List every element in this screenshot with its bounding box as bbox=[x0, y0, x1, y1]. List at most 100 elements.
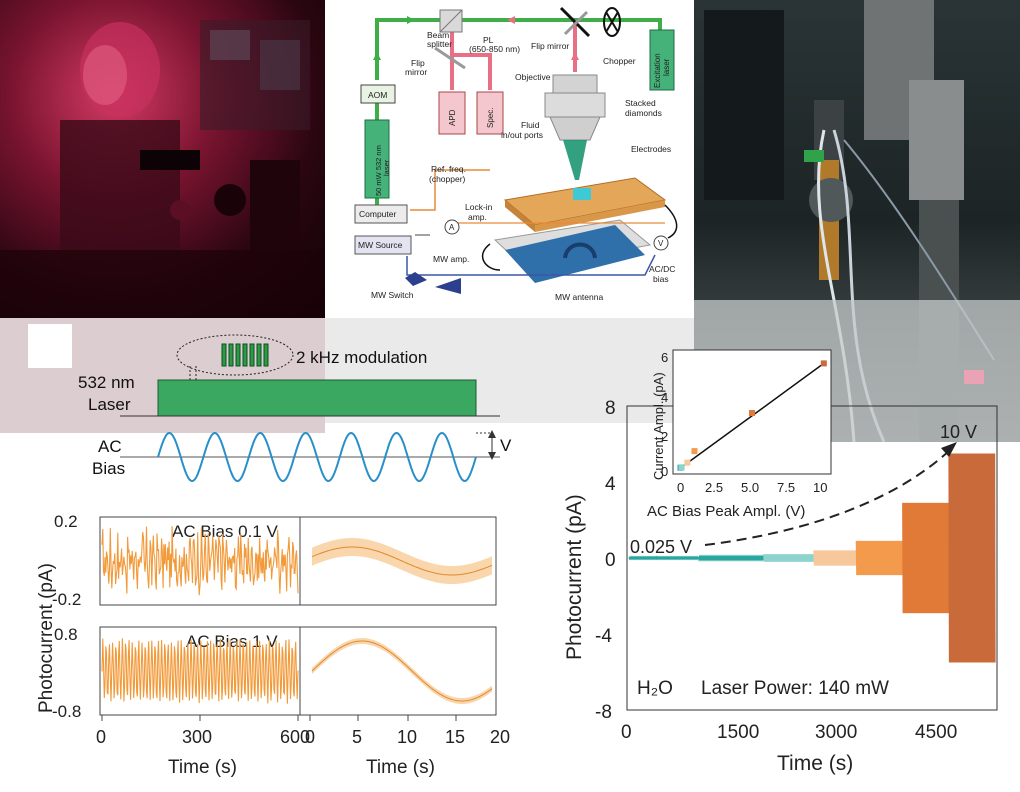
label-apd: APD bbox=[448, 109, 457, 126]
inset-ylabel: Current Ampl. (pA) bbox=[651, 372, 666, 480]
excitation-laser-box bbox=[649, 29, 675, 91]
label-mw-switch: MW Switch bbox=[371, 290, 414, 300]
right-xtick-3000: 3000 bbox=[815, 722, 857, 743]
left-photocurrent-plots: Photocurrent (pA) 0.2 -0.2 AC Bias 0.1 V… bbox=[36, 512, 510, 778]
label-flip-mirror-left: Flip mirror bbox=[405, 58, 427, 77]
laser-label-line2: Laser bbox=[88, 395, 131, 414]
right-ylabel: Photocurrent (pA) bbox=[563, 494, 586, 660]
computer-box bbox=[354, 204, 408, 224]
right-xlabel: Time (s) bbox=[777, 752, 853, 775]
solvent-label: H₂O bbox=[637, 678, 673, 699]
label-mw-source: MW Source bbox=[358, 240, 403, 250]
annotation-arrow bbox=[704, 449, 951, 546]
ac-label: AC bbox=[98, 437, 122, 456]
top-ytick-1: -0.2 bbox=[52, 590, 81, 609]
spec-box bbox=[476, 91, 504, 135]
top-right-frame bbox=[299, 516, 497, 606]
v-label: V bbox=[500, 436, 512, 455]
right-ytick-8: 8 bbox=[605, 398, 616, 419]
label-ref-freq: Ref. freq. (chopper) bbox=[429, 164, 466, 184]
right-ytick-m8: -8 bbox=[595, 702, 612, 723]
laser-50mw-box bbox=[364, 119, 390, 199]
top-avg-line bbox=[311, 546, 493, 576]
label-spec: Spec. bbox=[486, 108, 495, 128]
inset-point bbox=[820, 360, 827, 367]
chopper-icon bbox=[603, 7, 621, 37]
right-xtick-4500: 4500 bbox=[915, 722, 957, 743]
label-fluid-ports: Fluid in/out ports bbox=[501, 120, 543, 140]
inset-point bbox=[749, 410, 755, 416]
mw-antenna-plate bbox=[505, 225, 645, 283]
mw-switch-icon bbox=[405, 272, 427, 286]
bias-step-segments bbox=[628, 453, 996, 663]
inset-xtick-2p5: 2.5 bbox=[705, 480, 723, 495]
xtick-right-4: 20 bbox=[490, 727, 510, 747]
right-ytick-m4: -4 bbox=[595, 626, 612, 647]
label-stacked-diamonds: Stacked diamonds bbox=[625, 98, 662, 118]
apd-box bbox=[438, 91, 466, 135]
top-ytick-0: 0.2 bbox=[54, 512, 78, 531]
inset-point bbox=[678, 464, 685, 471]
bottom-ytick-1: -0.8 bbox=[52, 702, 81, 721]
label-computer: Computer bbox=[359, 209, 396, 219]
voltmeter bbox=[653, 235, 669, 251]
bottom-avg-band bbox=[312, 638, 492, 704]
label-electrodes: Electrodes bbox=[631, 144, 671, 154]
bias-segment bbox=[697, 554, 765, 562]
xlabel-right: Time (s) bbox=[366, 757, 435, 778]
lab-photo-operator bbox=[0, 0, 325, 318]
inset-xlabel: AC Bias Peak Ampl. (V) bbox=[647, 503, 805, 520]
label-flip-mirror-top: Flip mirror bbox=[531, 41, 569, 51]
label-chopper: Chopper bbox=[603, 56, 636, 66]
modulation-pulses bbox=[221, 343, 269, 367]
right-xtick-0: 0 bbox=[621, 722, 632, 743]
right-photocurrent-plot: Photocurrent (pA) 8 4 0 -4 -8 0 1500 300… bbox=[563, 349, 998, 775]
top-title: AC Bias 0.1 V bbox=[172, 522, 278, 541]
inset-xtick-5: 5.0 bbox=[741, 480, 759, 495]
right-ytick-4: 4 bbox=[605, 474, 616, 495]
label-aom: AOM bbox=[368, 90, 387, 100]
annotation-high-bias: 10 V bbox=[940, 422, 977, 442]
label-beam-splitter: Beam splitter bbox=[427, 30, 452, 49]
label-voltmeter: V bbox=[658, 239, 664, 248]
aom-box bbox=[360, 84, 396, 104]
xtick-left-1: 300 bbox=[182, 727, 212, 747]
mw-amp-icon bbox=[435, 278, 461, 294]
bias-segment bbox=[763, 554, 815, 562]
bias-segment bbox=[628, 555, 700, 561]
annotation-low-bias: 0.025 V bbox=[630, 537, 692, 557]
right-ytick-0: 0 bbox=[605, 550, 616, 571]
ac-bias-wave bbox=[157, 431, 477, 483]
experimental-schematic: Beam splitter PL (650-850 nm) Flip mirror … bbox=[354, 6, 678, 302]
label-mw-antenna: MW antenna bbox=[555, 292, 603, 302]
right-xtick-1500: 1500 bbox=[717, 722, 759, 743]
mw-source-box bbox=[354, 235, 412, 255]
label-mw-amp: MW amp. bbox=[433, 254, 469, 264]
bottom-time-trace bbox=[101, 638, 299, 704]
modulation-label: 2 kHz modulation bbox=[296, 348, 427, 367]
xlabel-left: Time (s) bbox=[168, 757, 237, 778]
label-pl: PL (650-850 nm) bbox=[469, 35, 520, 54]
bias-segment bbox=[855, 540, 904, 576]
label-objective: Objective bbox=[515, 72, 551, 82]
bias-segment bbox=[813, 550, 858, 566]
label-ammeter: A bbox=[449, 223, 455, 232]
xtick-left-0: 0 bbox=[96, 727, 106, 747]
label-lockin: Lock-in amp. bbox=[465, 202, 493, 222]
xtick-right-1: 5 bbox=[352, 727, 362, 747]
left-ylabel: Photocurrent (pA) bbox=[36, 563, 57, 713]
label-laser-50mw: 50 mW 532 nmlaser bbox=[374, 145, 391, 196]
label-excitation-laser: Excitationlaser bbox=[653, 53, 671, 88]
bottom-title: AC Bias 1 V bbox=[186, 632, 278, 651]
xtick-right-0: 0 bbox=[305, 727, 315, 747]
inset-ytick-4: 4 bbox=[661, 390, 668, 405]
inset-xtick-10: 10 bbox=[813, 480, 827, 495]
bias-segment-fill bbox=[948, 453, 996, 663]
laser-power-label: Laser Power: 140 mW bbox=[701, 678, 889, 699]
panel-marker bbox=[28, 324, 72, 368]
inset-scatter bbox=[677, 360, 827, 471]
xtick-right-2: 10 bbox=[397, 727, 417, 747]
bottom-avg-line bbox=[311, 640, 493, 702]
bottom-ytick-0: 0.8 bbox=[54, 625, 78, 644]
inset-xtick-7p5: 7.5 bbox=[777, 480, 795, 495]
